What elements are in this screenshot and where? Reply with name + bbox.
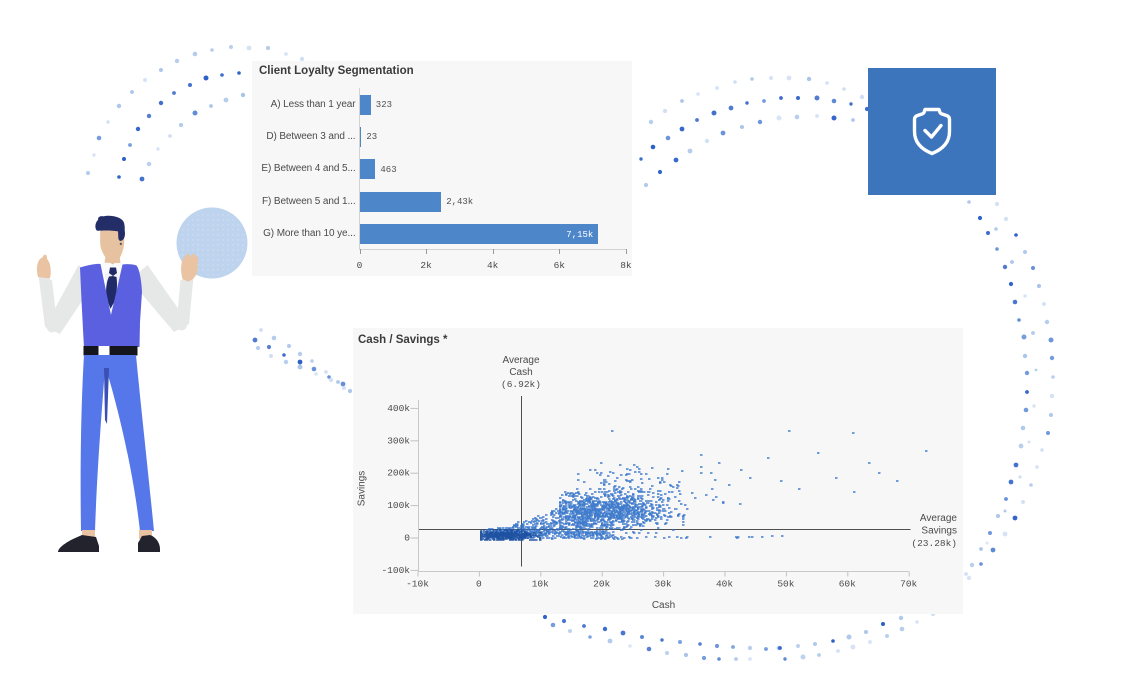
svg-text:20k: 20k [593,578,610,589]
svg-text:Average: Average [919,513,957,524]
svg-text:0: 0 [476,578,482,589]
svg-text:(23.28k): (23.28k) [911,538,957,549]
svg-text:10k: 10k [531,578,548,589]
svg-text:100k: 100k [387,500,410,511]
svg-text:Savings: Savings [356,470,367,506]
svg-text:Savings: Savings [921,525,957,536]
svg-text:60k: 60k [838,578,855,589]
svg-text:200k: 200k [387,467,410,478]
svg-text:Average: Average [502,355,540,366]
svg-text:30k: 30k [654,578,671,589]
svg-text:70k: 70k [900,578,917,589]
svg-text:-10k: -10k [406,578,429,589]
svg-text:Cash: Cash [509,367,532,378]
svg-text:0: 0 [404,532,410,543]
svg-text:Cash / Savings *: Cash / Savings * [358,334,448,346]
svg-text:40k: 40k [715,578,732,589]
svg-text:400k: 400k [387,402,410,413]
svg-text:300k: 300k [387,435,410,446]
svg-text:-100k: -100k [381,564,410,575]
svg-text:Cash: Cash [651,600,674,611]
svg-text:50k: 50k [777,578,794,589]
svg-text:(6.92k): (6.92k) [501,379,541,390]
